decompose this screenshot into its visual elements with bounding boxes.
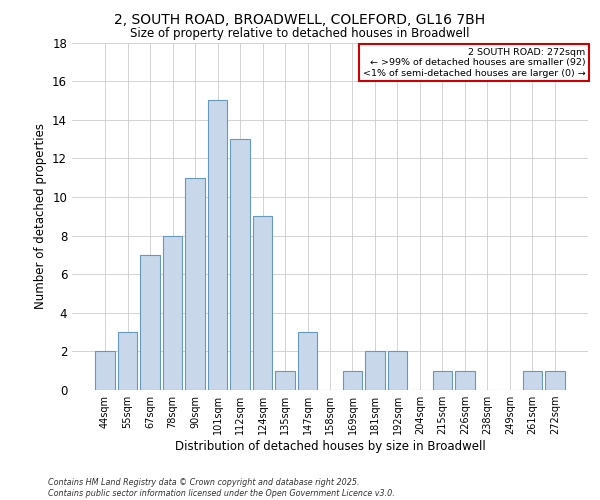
Bar xyxy=(253,216,272,390)
Bar xyxy=(163,236,182,390)
Bar xyxy=(455,370,475,390)
Bar xyxy=(185,178,205,390)
Bar xyxy=(275,370,295,390)
Bar xyxy=(140,255,160,390)
Bar xyxy=(545,370,565,390)
Bar xyxy=(208,100,227,390)
Bar xyxy=(365,352,385,390)
Text: 2, SOUTH ROAD, BROADWELL, COLEFORD, GL16 7BH: 2, SOUTH ROAD, BROADWELL, COLEFORD, GL16… xyxy=(115,12,485,26)
Bar xyxy=(95,352,115,390)
Bar xyxy=(118,332,137,390)
Text: 2 SOUTH ROAD: 272sqm
← >99% of detached houses are smaller (92)
<1% of semi-deta: 2 SOUTH ROAD: 272sqm ← >99% of detached … xyxy=(362,48,586,78)
Bar xyxy=(298,332,317,390)
Bar xyxy=(523,370,542,390)
Bar xyxy=(343,370,362,390)
Bar xyxy=(230,139,250,390)
Text: Contains HM Land Registry data © Crown copyright and database right 2025.
Contai: Contains HM Land Registry data © Crown c… xyxy=(48,478,395,498)
Bar xyxy=(388,352,407,390)
X-axis label: Distribution of detached houses by size in Broadwell: Distribution of detached houses by size … xyxy=(175,440,485,453)
Y-axis label: Number of detached properties: Number of detached properties xyxy=(34,123,47,309)
Text: Size of property relative to detached houses in Broadwell: Size of property relative to detached ho… xyxy=(130,28,470,40)
Bar xyxy=(433,370,452,390)
